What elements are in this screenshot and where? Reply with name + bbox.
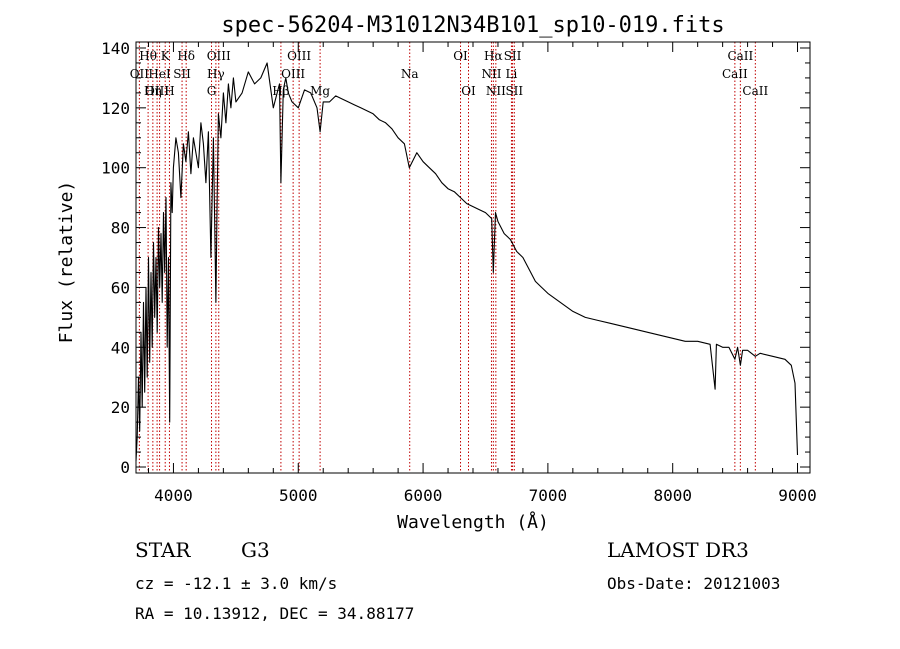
line-label-15: Mg xyxy=(310,84,330,98)
x-tick-label-0: 4000 xyxy=(154,486,193,505)
axis-ticks: 4000 5000 6000 7000 8000 9000 0 20 40 60 80 100 120 1… xyxy=(101,39,817,505)
line-label-5: K xyxy=(161,49,171,63)
x-tick-label-1: 5000 xyxy=(279,486,318,505)
line-label-11: G xyxy=(207,84,217,98)
y-axis-label: Flux (relative) xyxy=(56,181,77,344)
line-label-13: OIII xyxy=(281,67,305,81)
line-label-27: CaII xyxy=(742,84,768,98)
obs-date: Obs-Date: 20121003 xyxy=(607,574,781,593)
line-label-10: Hγ xyxy=(207,67,225,81)
line-label-12: OIII xyxy=(287,49,311,63)
line-label-18: OI xyxy=(461,84,476,98)
line-label-22: SII xyxy=(504,49,522,63)
y-tick-label-7: 140 xyxy=(101,39,130,58)
spectrum-trace xyxy=(135,62,799,462)
line-label-3: HeI xyxy=(148,67,171,81)
line-label-17: OI xyxy=(453,49,468,63)
redshift-readout: cz = -12.1 ± 3.0 km/s xyxy=(135,574,338,593)
line-label-8: Hδ xyxy=(177,49,195,63)
x-axis-label: Wavelength (Å) xyxy=(397,511,549,533)
coordinates: RA = 10.13912, DEC = 34.88177 xyxy=(135,604,415,623)
line-label-6: H xyxy=(164,84,174,98)
line-label-1: OII xyxy=(130,67,150,81)
x-tick-label-2: 6000 xyxy=(404,486,443,505)
line-label-16: Na xyxy=(401,67,419,81)
line-label-23: Li xyxy=(506,67,518,81)
spectral-line-markers xyxy=(138,42,756,473)
line-label-21: NII xyxy=(486,84,506,98)
y-tick-label-3: 60 xyxy=(111,278,130,297)
y-tick-label-6: 120 xyxy=(101,99,130,118)
object-type: STAR xyxy=(135,538,191,562)
subclass: G3 xyxy=(241,538,270,562)
y-tick-label-5: 100 xyxy=(101,159,130,178)
line-label-4: Hη xyxy=(144,84,162,98)
line-label-7: SII xyxy=(173,67,191,81)
spectrum-line xyxy=(135,62,799,462)
plot-frame xyxy=(135,41,811,474)
y-tick-label-2: 40 xyxy=(111,338,130,357)
x-tick-label-5: 9000 xyxy=(778,486,817,505)
line-label-9: OIII xyxy=(207,49,231,63)
chart-title: spec-56204-M31012N34B101_sp10-019.fits xyxy=(221,13,724,38)
y-tick-label-4: 80 xyxy=(111,219,130,238)
line-label-20: NII xyxy=(481,67,501,81)
y-tick-label-0: 0 xyxy=(120,458,130,477)
line-label-25: CaII xyxy=(727,49,753,63)
y-tick-label-1: 20 xyxy=(111,398,130,417)
line-label-26: CaII xyxy=(722,67,748,81)
survey-name: LAMOST DR3 xyxy=(607,538,749,562)
x-tick-label-4: 8000 xyxy=(653,486,692,505)
line-label-0: Hθ xyxy=(139,49,157,63)
line-label-19: Hα xyxy=(484,49,503,63)
x-tick-label-3: 7000 xyxy=(529,486,568,505)
line-label-2: OIII xyxy=(145,84,169,98)
line-label-24: SII xyxy=(505,84,523,98)
